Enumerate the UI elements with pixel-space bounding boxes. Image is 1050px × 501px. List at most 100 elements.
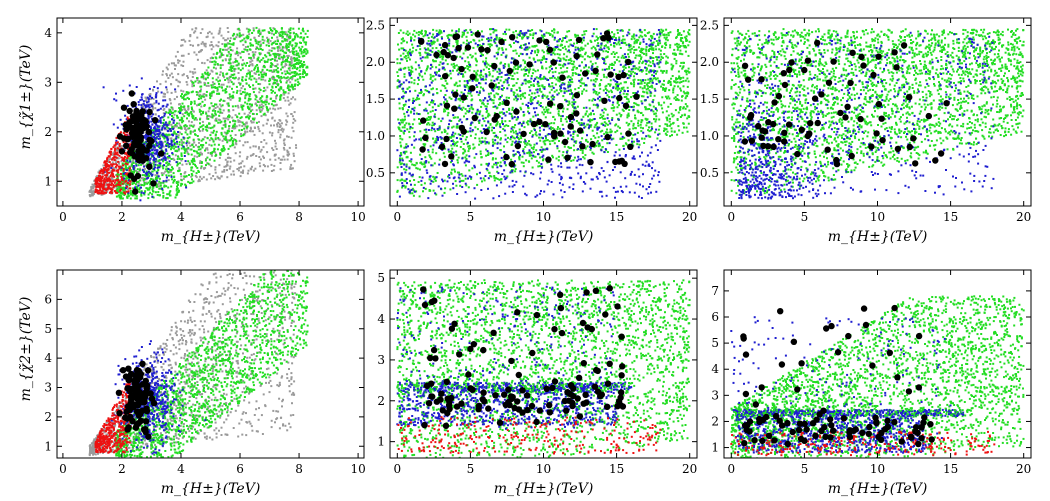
green-point [190, 173, 193, 175]
blue-point [165, 149, 168, 152]
green-point [257, 43, 260, 46]
blue-point [176, 140, 178, 143]
gray-point [205, 69, 208, 72]
red-point [124, 152, 126, 155]
green-point [172, 181, 175, 184]
gray-point [265, 142, 268, 145]
green-point [516, 36, 519, 39]
red-point [126, 163, 129, 166]
green-point [447, 74, 450, 77]
green-point [159, 164, 161, 167]
blue-point [156, 125, 159, 128]
green-point [400, 42, 403, 45]
green-point [512, 84, 515, 87]
green-point [637, 68, 640, 71]
plot-frame [56, 17, 365, 207]
green-point [276, 84, 279, 87]
green-point [289, 35, 292, 38]
green-point [518, 158, 521, 161]
green-point [247, 99, 250, 102]
green-point [276, 43, 279, 45]
green-point [165, 185, 168, 188]
green-point [250, 78, 253, 81]
green-point [190, 110, 193, 113]
gray-point [257, 147, 260, 150]
green-point [669, 83, 672, 86]
gray-point [218, 119, 221, 122]
gray-point [116, 148, 118, 151]
blue-point [146, 101, 148, 104]
green-point [135, 197, 138, 200]
green-point [446, 63, 449, 66]
green-point [543, 94, 546, 97]
green-point [204, 78, 207, 81]
red-point [116, 153, 119, 156]
green-point [542, 159, 544, 162]
green-point [463, 149, 466, 152]
blue-point [147, 176, 150, 179]
green-point [187, 180, 190, 183]
gray-point [170, 123, 173, 126]
gray-point [117, 157, 120, 160]
green-point [260, 78, 263, 81]
gray-point [192, 72, 195, 75]
green-point [539, 139, 542, 142]
gray-point [290, 61, 293, 64]
green-point [659, 42, 662, 45]
gray-point [193, 124, 196, 127]
green-point [199, 126, 202, 129]
green-point [516, 78, 519, 81]
green-point [249, 86, 252, 88]
blue-point [135, 106, 138, 109]
green-point [220, 98, 222, 101]
green-point [499, 138, 502, 141]
green-point [220, 131, 223, 134]
green-point [255, 70, 258, 73]
gray-point [276, 38, 279, 41]
gray-point [218, 138, 221, 141]
blue-point [157, 115, 160, 118]
red-point [110, 190, 113, 193]
gray-point [251, 63, 254, 66]
gray-point [274, 108, 277, 111]
green-point [643, 142, 646, 144]
blue-point [115, 99, 118, 102]
gray-point [262, 169, 265, 172]
blue-point [119, 118, 122, 121]
red-point [113, 175, 116, 178]
gray-point [251, 59, 254, 62]
gray-point [210, 32, 213, 35]
red-point [116, 164, 118, 167]
green-point [272, 82, 275, 85]
green-point [647, 129, 650, 132]
gray-point [156, 160, 158, 163]
gray-point [199, 32, 202, 34]
green-point [244, 48, 247, 51]
gray-point [122, 181, 125, 184]
green-point [206, 129, 209, 132]
green-point [176, 185, 178, 188]
gray-point [166, 122, 168, 125]
gray-point [248, 111, 251, 114]
gray-point [107, 176, 110, 179]
blue-point [161, 105, 164, 108]
gray-point [233, 70, 236, 73]
green-point [292, 88, 295, 91]
green-point [302, 37, 305, 40]
green-point [656, 137, 659, 140]
green-point [571, 112, 574, 115]
green-point [168, 110, 171, 113]
green-point [171, 115, 173, 117]
gray-point [228, 127, 231, 130]
blue-point [125, 169, 128, 172]
green-point [158, 187, 161, 190]
green-point [400, 47, 403, 50]
green-point [619, 115, 622, 118]
gray-point [273, 164, 276, 167]
gray-point [167, 179, 170, 182]
green-point [296, 34, 299, 37]
green-point [182, 120, 185, 123]
green-point [197, 171, 200, 173]
blue-point [151, 123, 154, 126]
green-point [677, 85, 680, 88]
